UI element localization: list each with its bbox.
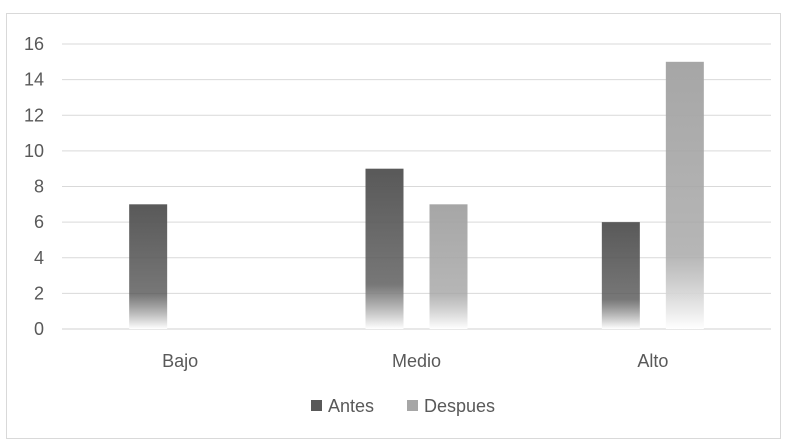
- y-tick-label: 8: [34, 177, 44, 197]
- legend-swatch-despues: [407, 400, 418, 411]
- x-category-label: Alto: [637, 351, 668, 371]
- y-tick-label: 4: [34, 248, 44, 268]
- bar-antes-alto: [601, 222, 640, 329]
- bar-antes-bajo: [129, 204, 168, 329]
- y-tick-label: 2: [34, 283, 44, 303]
- legend: Antes Despues: [311, 396, 495, 416]
- bar-despues-alto: [665, 61, 704, 329]
- y-tick-label: 14: [24, 70, 44, 90]
- x-category-label: Bajo: [162, 351, 198, 371]
- bar-despues-medio: [429, 204, 468, 329]
- legend-label-antes: Antes: [328, 396, 374, 416]
- legend-label-despues: Despues: [424, 396, 495, 416]
- legend-swatch-antes: [311, 400, 322, 411]
- y-tick-label: 12: [24, 105, 44, 125]
- x-category-label: Medio: [392, 351, 441, 371]
- x-axis-category-labels: Bajo Medio Alto: [162, 351, 668, 371]
- bar-antes-medio: [365, 168, 404, 329]
- y-tick-label: 16: [24, 34, 44, 54]
- y-tick-label: 6: [34, 212, 44, 232]
- gridlines: [62, 43, 771, 330]
- y-tick-label: 10: [24, 141, 44, 161]
- y-axis-tick-labels: 0 2 4 6 8 10 12 14 16: [24, 34, 44, 339]
- y-tick-label: 0: [34, 319, 44, 339]
- bars: [129, 61, 704, 329]
